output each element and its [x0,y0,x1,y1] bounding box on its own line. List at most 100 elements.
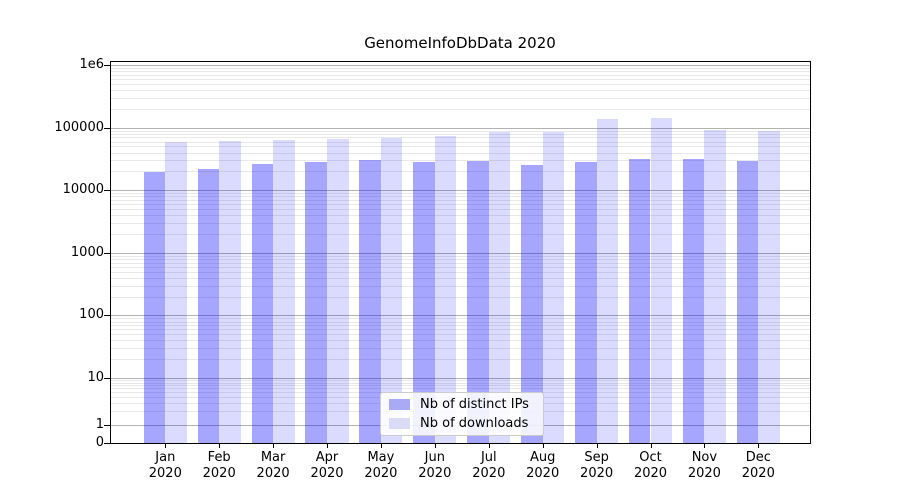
x-tick-mark-feb [219,444,221,448]
x-tick-mark-apr [327,444,328,448]
legend: Nb of distinct IPs Nb of downloads [380,392,544,436]
major-gridline-10 [110,378,810,379]
y-tick-label-10000: 10000 [62,182,104,198]
major-gridline-100000 [110,127,810,129]
x-tick-label-mar: Mar 2020 [245,450,301,482]
minor-gridline [110,380,810,382]
minor-gridline [110,325,810,327]
x-tick-year: 2020 [364,466,398,481]
x-tick-mark-jan [165,444,167,448]
minor-gridline [110,133,810,135]
x-tick-year: 2020 [526,466,560,481]
legend-swatch-distinct-ips [389,399,410,410]
plot-area [110,61,810,443]
x-tick-month: Apr [315,450,339,465]
major-gridline-1000 [110,252,810,254]
bar-downloads-oct [650,118,673,443]
minor-gridline [110,193,810,195]
minor-gridline [110,262,810,264]
minor-gridline [110,334,810,336]
x-tick-month: Mar [260,450,286,465]
x-tick-year: 2020 [256,466,290,481]
minor-gridline [110,277,810,279]
minor-gridline [110,385,810,387]
y-tick-mark-10 [104,378,110,379]
minor-gridline [110,285,810,287]
y-tick-label-1e6: 1e6 [79,57,104,72]
minor-gridline [110,348,810,350]
x-tick-label-jul: Jul 2020 [461,450,517,482]
y-tick-mark-1e6 [104,65,110,66]
x-tick-month: Jan [155,450,176,465]
bar-downloads-sep [596,119,619,443]
minor-gridline [110,97,810,99]
minor-gridline [110,329,810,331]
bar-downloads-jul [488,131,511,443]
minor-gridline [110,296,810,298]
minor-gridline [110,271,810,273]
x-tick-label-nov: Nov 2020 [676,450,732,482]
bar-downloads-aug [542,131,565,443]
x-tick-label-sep: Sep 2020 [569,450,625,482]
x-tick-label-feb: Feb 2020 [191,450,247,482]
minor-gridline [110,222,810,224]
minor-gridline [110,318,810,320]
bar-downloads-may [380,137,403,443]
minor-gridline [110,108,810,110]
bar-downloads-jun [434,136,457,443]
bar-downloads-apr [327,138,349,443]
x-tick-mark-aug [542,444,544,448]
x-tick-year: 2020 [472,466,506,481]
minor-gridline [110,199,810,201]
x-tick-year: 2020 [633,466,668,481]
minor-gridline [110,130,810,132]
bar-downloads-mar [273,139,295,443]
minor-gridline [110,382,810,384]
y-tick-mark-1000 [104,252,110,254]
x-tick-label-dec: Dec 2020 [730,450,786,482]
x-tick-year: 2020 [741,466,775,481]
major-gridline-100 [110,315,810,317]
bar-distinct-ips-aug [521,164,543,443]
x-tick-mark-oct [650,444,652,448]
legend-item-downloads: Nb of downloads [389,416,543,431]
minor-gridline [110,359,810,361]
x-tick-month: Sep [584,450,609,465]
legend-swatch-downloads [389,418,410,429]
x-tick-label-may: May 2020 [353,450,409,482]
legend-label-downloads: Nb of downloads [420,416,529,431]
bar-distinct-ips-jul [467,161,489,443]
x-tick-year: 2020 [310,466,344,481]
x-tick-year: 2020 [418,466,452,481]
x-tick-mark-nov [704,444,706,448]
y-tick-label-10: 10 [87,370,104,385]
x-tick-year: 2020 [687,466,721,481]
x-tick-month: Jun [424,450,445,465]
bar-downloads-nov [704,130,726,443]
legend-label-distinct-ips: Nb of distinct IPs [420,397,529,412]
x-tick-mark-jun [434,444,436,448]
x-tick-month: Oct [639,450,662,465]
bar-downloads-dec [758,130,780,443]
minor-gridline [110,340,810,342]
x-tick-label-apr: Apr 2020 [299,450,355,482]
chart-title: GenomeInfoDbData 2020 [364,34,556,52]
x-tick-year: 2020 [580,466,614,481]
minor-gridline [110,83,810,85]
y-tick-mark-100 [104,315,110,317]
bar-distinct-ips-dec [736,161,759,443]
x-tick-month: May [367,450,395,465]
bar-distinct-ips-jun [413,162,435,443]
x-tick-month: Jul [480,450,497,465]
minor-gridline [110,258,810,260]
y-tick-mark-0 [104,443,110,444]
minor-gridline [110,204,810,206]
bar-distinct-ips-feb [197,168,220,443]
minor-gridline [110,171,810,173]
y-tick-label-1000: 1000 [70,244,104,260]
x-tick-mark-mar [273,444,275,448]
minor-gridline [110,78,810,80]
bar-distinct-ips-jan [143,172,166,443]
minor-gridline [110,196,810,198]
